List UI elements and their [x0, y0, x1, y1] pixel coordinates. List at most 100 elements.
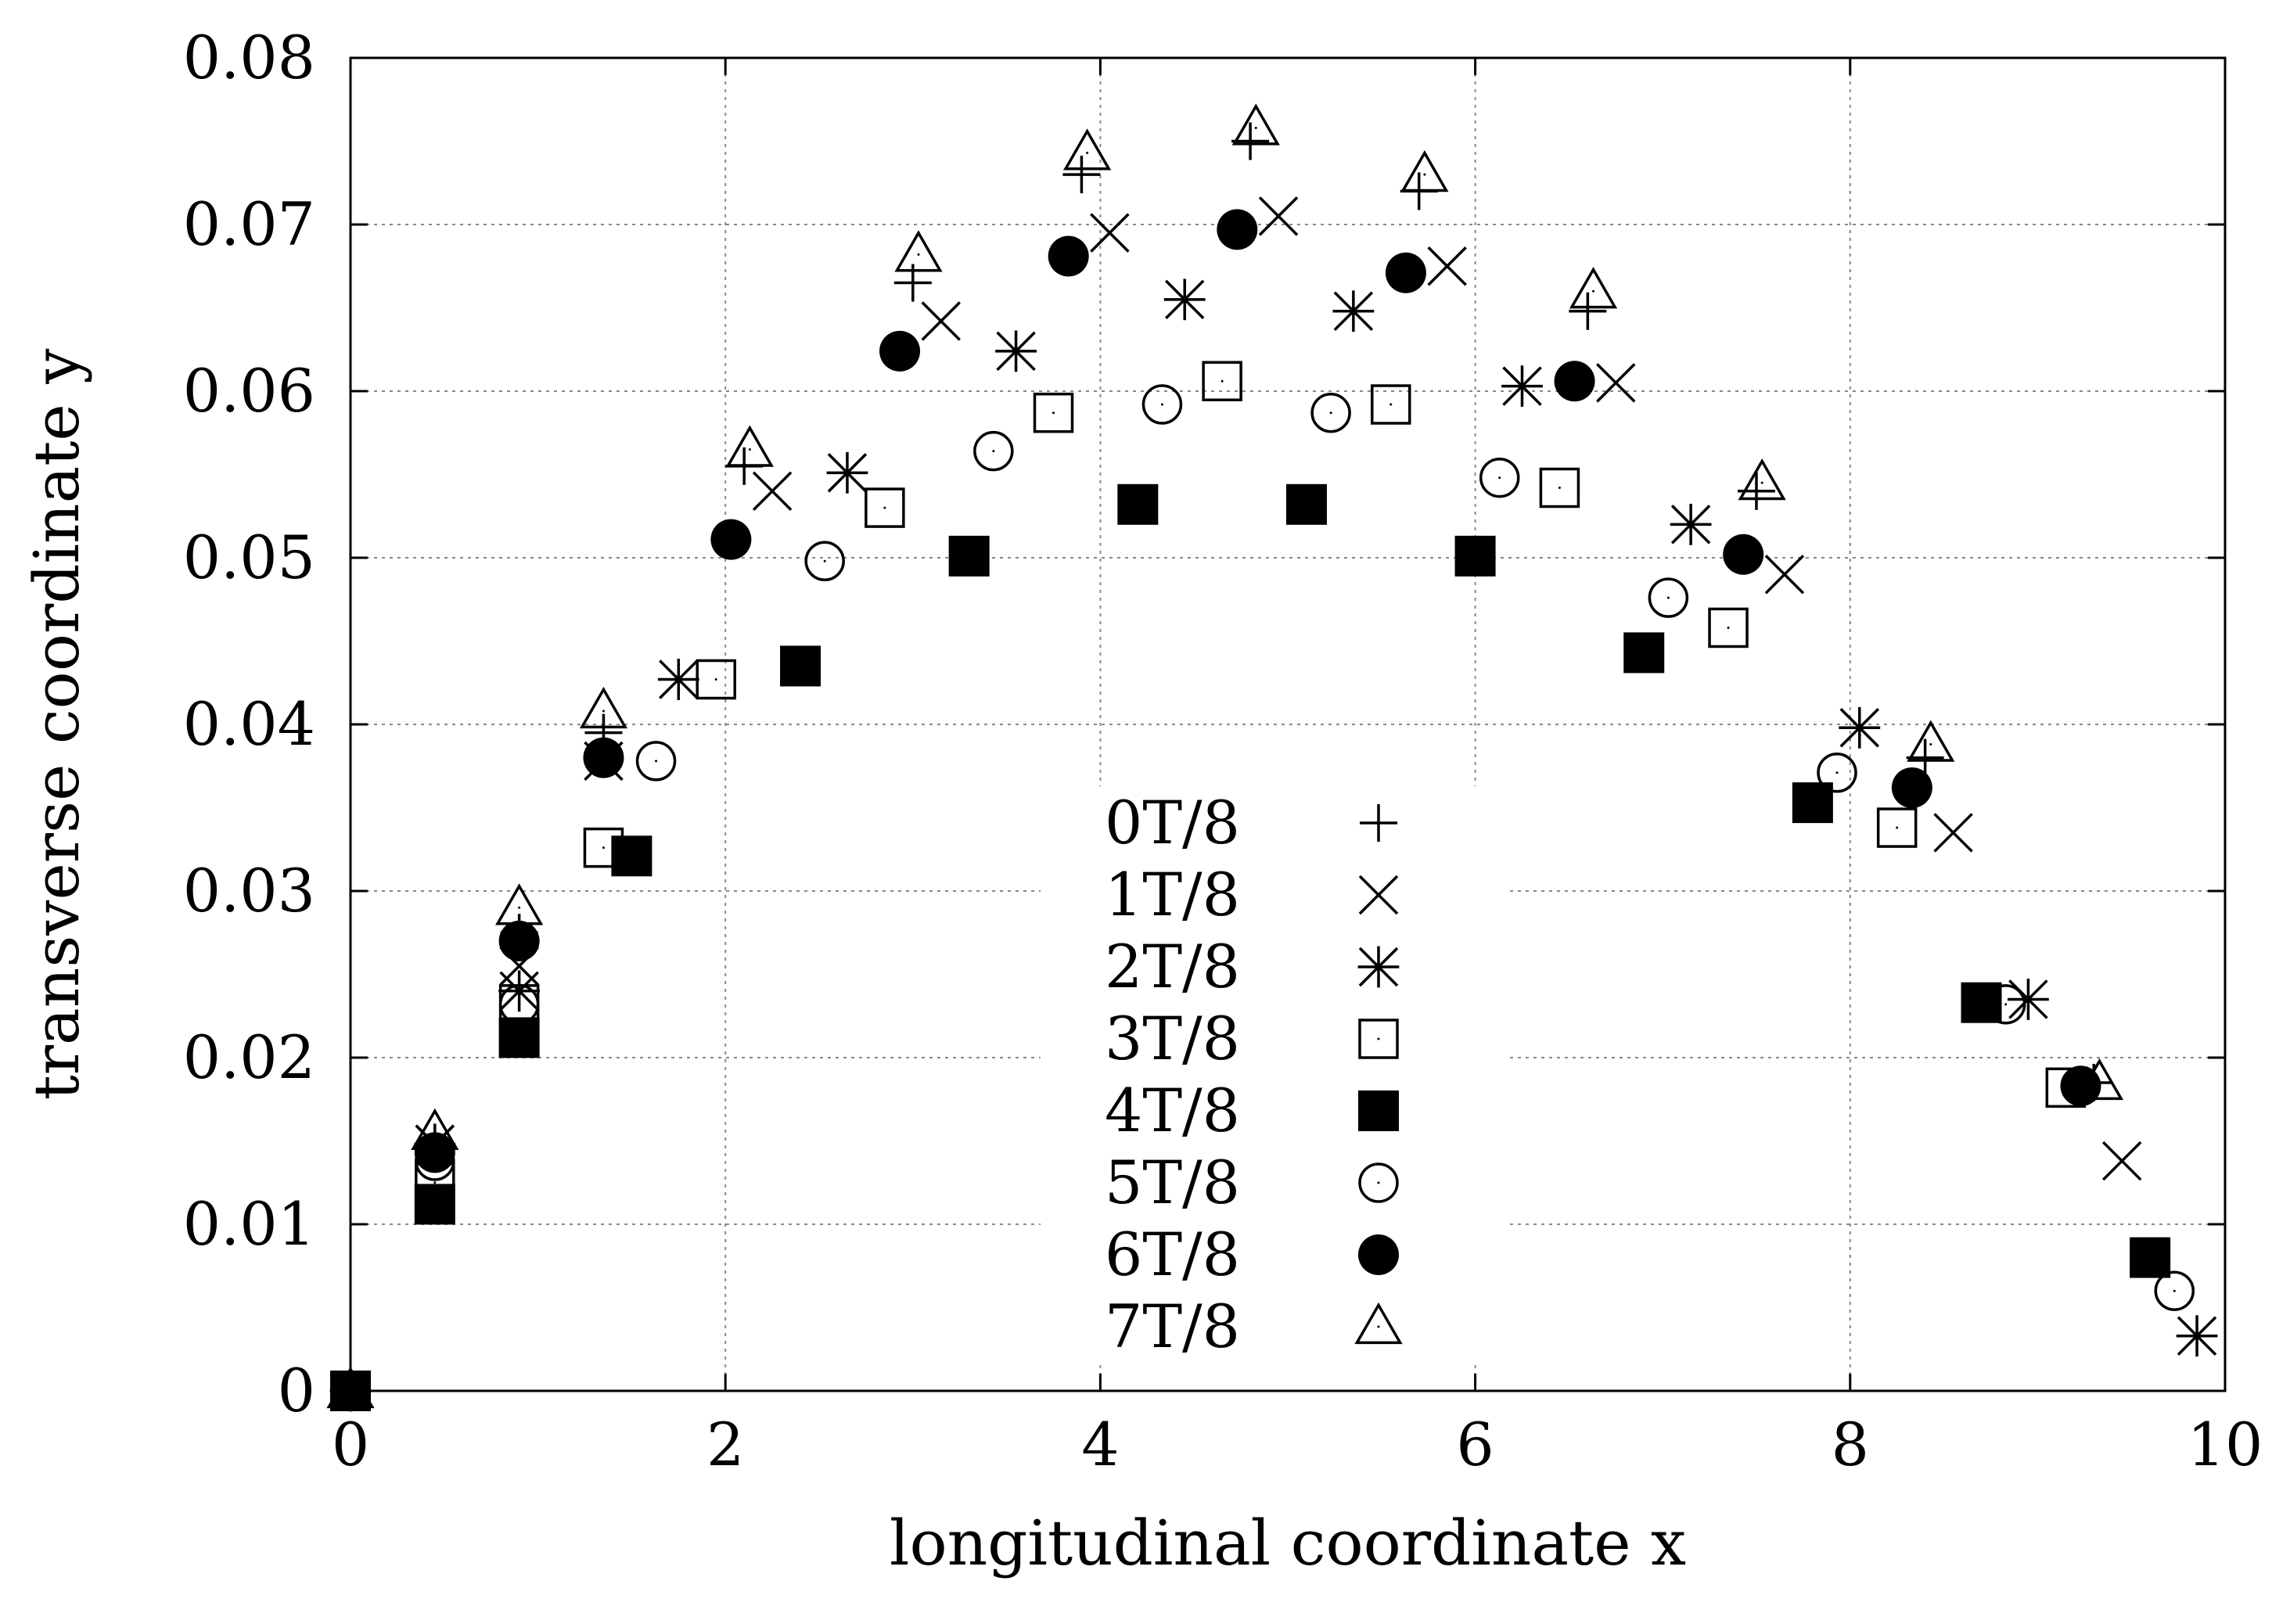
- data-point-4t-8-5: [948, 535, 990, 577]
- legend-marker-6t-8: [1358, 1234, 1399, 1275]
- data-point-0t-8-6: [1062, 156, 1101, 194]
- legend-item-5t-8: 5T/8: [1105, 1148, 1399, 1217]
- y-tick-label: 0.08: [183, 23, 315, 92]
- grid-layer: [351, 58, 2225, 1391]
- data-point-2t-8-10: [1839, 706, 1881, 749]
- data-point-6t-8-10: [1723, 534, 1764, 575]
- y-tick-label: 0.02: [183, 1022, 315, 1092]
- data-point-2t-8-12: [2176, 1315, 2218, 1357]
- data-point-4t-8-12: [2130, 1237, 2171, 1278]
- series-7t-8: [326, 103, 2124, 1409]
- legend-label: 0T/8: [1105, 788, 1240, 857]
- data-point-1t-8-4: [752, 471, 793, 512]
- data-point-5t-8-12: [2154, 1270, 2195, 1311]
- data-point-1t-8-5: [921, 301, 961, 341]
- legend-marker-3t-8: [1358, 1019, 1399, 1059]
- data-point-4t-8-4: [780, 645, 821, 687]
- data-point-7t-8-1: [411, 1108, 459, 1150]
- data-point-5t-8-8: [1479, 458, 1520, 498]
- data-point-4t-8-8: [1454, 535, 1496, 577]
- x-tick-label: 8: [1832, 1410, 1869, 1479]
- data-point-2t-8-7: [1332, 290, 1375, 332]
- data-point-1t-8-7: [1258, 196, 1299, 236]
- data-point-6t-8-4: [710, 519, 752, 560]
- data-point-2t-8-4: [826, 451, 868, 494]
- legend-label: 2T/8: [1105, 932, 1240, 1001]
- data-point-2t-8-9: [1670, 504, 1712, 545]
- data-point-6t-8-8: [1385, 252, 1426, 293]
- legend-label: 6T/8: [1105, 1220, 1240, 1289]
- legend-marker-2t-8: [1357, 946, 1400, 988]
- legend-marker-7t-8: [1354, 1302, 1403, 1345]
- y-tick-label: 0.07: [183, 189, 315, 259]
- y-tick-label: 0.03: [183, 856, 315, 925]
- legend-item-0t-8: 0T/8: [1105, 788, 1397, 857]
- tick-layer: 0 2 4 6 8 10 0 0.01 0.02 0.03 0.04 0.05 0.06 0.07 0.08: [183, 23, 2263, 1479]
- data-point-0t-8-7: [1231, 122, 1270, 160]
- x-tick-label: 6: [1456, 1410, 1494, 1479]
- y-tick-label: 0.04: [183, 689, 315, 759]
- data-point-1t-8-9: [1596, 363, 1636, 403]
- legend-marker-1t-8: [1358, 875, 1399, 915]
- data-point-7t-8-8: [1400, 149, 1449, 192]
- data-point-7t-8-9: [1569, 267, 1618, 309]
- data-point-6t-8-11: [1891, 767, 1932, 808]
- data-point-1t-8-11: [1933, 813, 1973, 853]
- data-point-5t-8-2: [498, 984, 540, 1025]
- data-point-2t-8-6: [1163, 278, 1206, 321]
- data-point-5t-8-5: [973, 430, 1014, 472]
- data-point-4t-8-6: [1117, 483, 1159, 525]
- plot-frame: [349, 56, 2227, 1392]
- data-point-5t-8-10: [1817, 753, 1857, 793]
- data-point-7t-8-12: [2075, 1058, 2124, 1101]
- data-point-6t-8-6: [1048, 235, 1089, 277]
- data-point-6t-8-3: [583, 737, 624, 778]
- data-point-3t-8-7: [1202, 361, 1242, 401]
- data-point-5t-8-11: [1985, 984, 2026, 1025]
- data-point-7t-8-5: [894, 230, 943, 272]
- data-point-3t-8-10: [1708, 607, 1749, 649]
- x-axis-label: longitudinal coordinate x: [890, 1507, 1686, 1579]
- series-5t-8: [330, 384, 2195, 1411]
- x-tick-label: 0: [332, 1410, 369, 1479]
- data-point-7t-8-3: [579, 686, 628, 729]
- x-tick-label: 4: [1081, 1410, 1119, 1479]
- data-point-3t-8-5: [865, 487, 905, 528]
- legend-item-7t-8: 7T/8: [1105, 1292, 1403, 1361]
- data-point-6t-8-2: [498, 920, 540, 961]
- data-point-1t-8-8: [1427, 246, 1467, 286]
- data-point-4t-8-7: [1285, 483, 1327, 525]
- legend-label: 7T/8: [1105, 1292, 1240, 1361]
- data-point-6t-8-9: [1554, 361, 1595, 402]
- data-point-1t-8-10: [1764, 555, 1805, 595]
- y-tick-label: 0.06: [183, 356, 315, 426]
- data-point-4t-8-3: [611, 835, 652, 877]
- data-point-3t-8-4: [696, 659, 736, 700]
- data-point-7t-8-2: [495, 883, 544, 925]
- data-point-3t-8-8: [1371, 384, 1411, 425]
- data-point-1t-8-12: [2101, 1141, 2142, 1181]
- legend-item-2t-8: 2T/8: [1105, 932, 1400, 1001]
- data-point-0t-8-11: [1906, 738, 1944, 777]
- x-tick-label: 2: [706, 1410, 744, 1479]
- legend-item-6t-8: 6T/8: [1105, 1220, 1399, 1289]
- legend-marker-0t-8: [1360, 804, 1397, 842]
- data-point-6t-8-12: [2060, 1065, 2101, 1107]
- legend-marker-4t-8: [1358, 1090, 1399, 1131]
- data-point-4t-8-9: [1623, 632, 1665, 674]
- y-tick-label: 0.05: [183, 523, 315, 592]
- legend-label: 1T/8: [1105, 860, 1240, 929]
- y-tick-label: 0: [278, 1356, 315, 1425]
- data-point-2t-8-11: [2008, 979, 2049, 1020]
- data-point-5t-8-3: [635, 741, 677, 781]
- data-point-3t-8-11: [1876, 807, 1918, 848]
- data-point-2t-8-5: [995, 330, 1037, 372]
- legend-label: 3T/8: [1105, 1004, 1240, 1073]
- legend-marker-5t-8: [1358, 1162, 1399, 1203]
- data-point-5t-8-4: [804, 541, 845, 582]
- data-point-6t-8-1: [414, 1132, 455, 1173]
- y-axis-label: transverse coordinate y: [20, 349, 93, 1101]
- data-point-2t-8-3: [657, 659, 699, 700]
